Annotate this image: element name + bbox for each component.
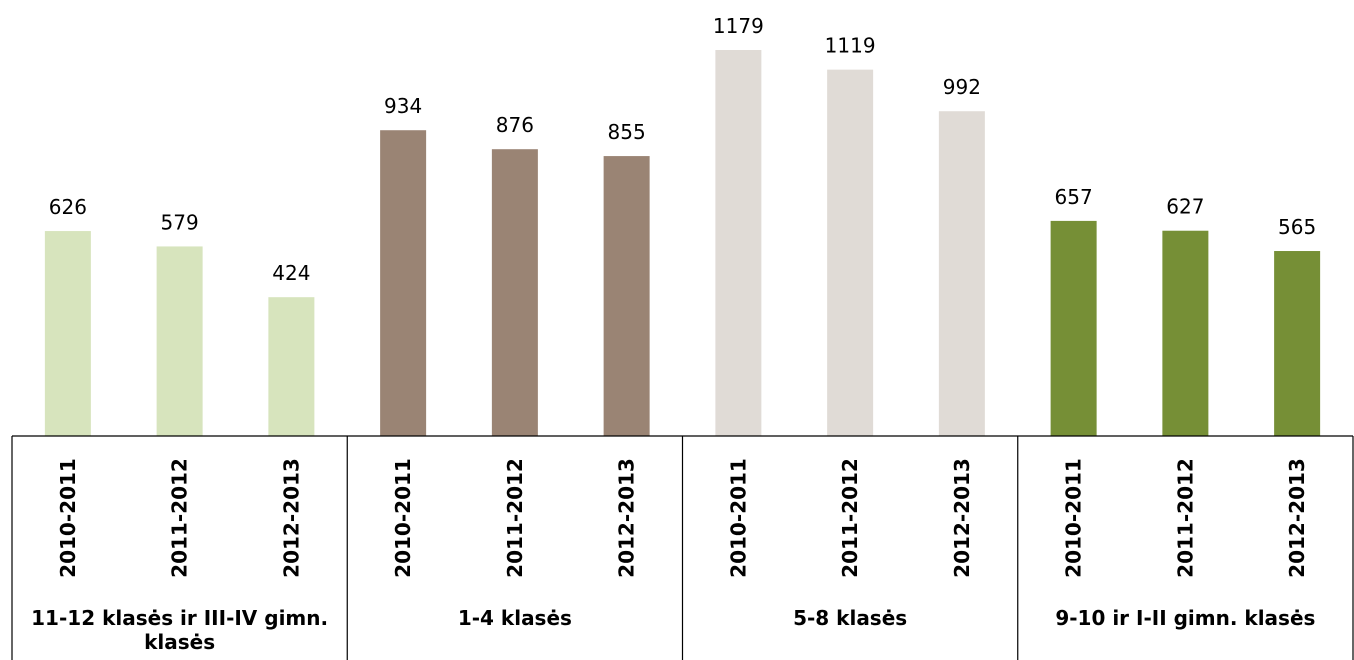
data-label: 1179 <box>713 14 764 38</box>
bar <box>268 297 315 436</box>
bar <box>156 246 203 436</box>
bar <box>380 130 427 437</box>
group-label: 5-8 klasės <box>793 606 907 630</box>
bars-layer <box>44 50 1321 437</box>
tick-label: 2010-2011 <box>1062 458 1086 578</box>
bar <box>603 156 650 436</box>
data-label: 627 <box>1166 195 1204 219</box>
group-label: klasės <box>144 630 215 654</box>
data-label: 934 <box>384 94 422 118</box>
group-label: 1-4 klasės <box>458 606 572 630</box>
tick-label: 2011-2012 <box>503 458 527 578</box>
tick-label: 2010-2011 <box>391 458 415 578</box>
bar <box>1274 251 1321 436</box>
bar <box>938 111 985 436</box>
data-label: 876 <box>496 113 534 137</box>
data-label: 657 <box>1055 185 1093 209</box>
bar <box>827 69 874 436</box>
tick-label: 2010-2011 <box>726 458 750 578</box>
bar <box>44 231 91 436</box>
tick-label: 2011-2012 <box>168 458 192 578</box>
tick-label: 2012-2013 <box>615 458 639 578</box>
group-label: 9-10 ir I-II gimn. klasės <box>1055 606 1315 630</box>
data-label: 579 <box>161 210 199 234</box>
bar <box>1162 230 1209 436</box>
data-label: 424 <box>272 261 310 285</box>
data-label: 565 <box>1278 215 1316 239</box>
tick-label: 2012-2013 <box>950 458 974 578</box>
tick-label: 2012-2013 <box>279 458 303 578</box>
data-label: 626 <box>49 195 87 219</box>
tick-label: 2011-2012 <box>1173 458 1197 578</box>
tick-label: 2010-2011 <box>56 458 80 578</box>
bar <box>491 149 538 436</box>
data-label: 992 <box>943 75 981 99</box>
labels-layer: 626 2010-2011 579 2011-2012 424 2012-2013 11-1… <box>31 14 1316 654</box>
bar <box>1050 220 1097 436</box>
category-axis <box>11 435 1354 660</box>
group-label: 11-12 klasės ir III-IV gimn. <box>31 606 328 630</box>
tick-label: 2011-2012 <box>838 458 862 578</box>
bar <box>715 50 762 436</box>
data-label: 855 <box>608 120 646 144</box>
data-label: 1119 <box>825 34 876 58</box>
tick-label: 2012-2013 <box>1285 458 1309 578</box>
